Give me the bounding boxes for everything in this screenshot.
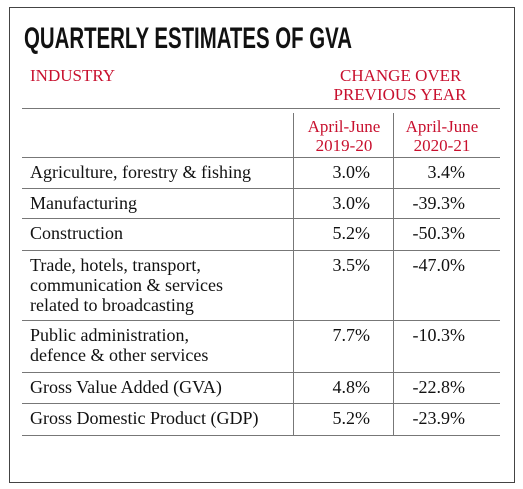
cell-value: 3.0%	[332, 162, 371, 182]
cell-value: 3.0%	[332, 193, 371, 213]
cell-value: 7.7%	[332, 325, 371, 345]
row-label: communication & services	[30, 275, 223, 295]
row-rule	[22, 188, 500, 189]
frame	[9, 7, 515, 483]
cell-value: -50.3%	[412, 223, 466, 243]
row-label: Gross Domestic Product (GDP)	[30, 408, 259, 428]
cell-value: 5.2%	[332, 408, 371, 428]
column-header: April-June	[307, 117, 381, 136]
row-rule	[22, 372, 500, 373]
cell-value: -10.3%	[412, 325, 466, 345]
title: QUARTERLY ESTIMATES OF GVA	[24, 22, 352, 55]
cell-value: -47.0%	[412, 255, 466, 275]
cell-value: 3.5%	[332, 255, 371, 275]
column-header: 2019-20	[315, 136, 373, 155]
cell-value: -39.3%	[412, 193, 466, 213]
industry-header: INDUSTRY	[30, 66, 116, 85]
cell-value: -22.8%	[412, 377, 466, 397]
row-label: defence & other services	[30, 345, 209, 365]
row-label: Trade, hotels, transport,	[30, 255, 201, 275]
row-label: Public administration,	[30, 325, 189, 345]
row-rule	[22, 435, 500, 436]
column-divider	[393, 113, 394, 435]
change-header: PREVIOUS YEAR	[333, 85, 467, 104]
row-label: Agriculture, forestry & fishing	[30, 162, 251, 182]
column-divider	[293, 113, 294, 435]
row-label: Manufacturing	[30, 193, 137, 213]
row-label: Construction	[30, 223, 123, 243]
row-label: Gross Value Added (GVA)	[30, 377, 222, 397]
rule	[22, 108, 500, 109]
rule	[22, 157, 500, 158]
row-rule	[22, 320, 500, 321]
row-rule	[22, 250, 500, 251]
row-rule	[22, 403, 500, 404]
change-header: CHANGE OVER	[340, 66, 462, 85]
cell-value: -23.9%	[412, 408, 466, 428]
cell-value: 4.8%	[332, 377, 371, 397]
row-rule	[22, 218, 500, 219]
column-header: 2020-21	[413, 136, 471, 155]
cell-value: 3.4%	[427, 162, 466, 182]
cell-value: 5.2%	[332, 223, 371, 243]
column-header: April-June	[405, 117, 479, 136]
row-label: related to broadcasting	[30, 295, 194, 315]
